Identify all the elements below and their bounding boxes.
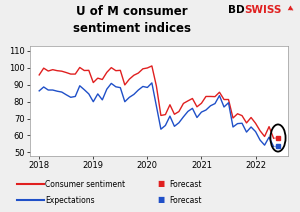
- Text: U of M consumer: U of M consumer: [76, 5, 188, 18]
- Text: ■: ■: [158, 179, 165, 188]
- Text: SWISS: SWISS: [244, 5, 282, 15]
- Text: Consumer sentiment: Consumer sentiment: [45, 180, 125, 189]
- Text: Forecast: Forecast: [169, 180, 202, 189]
- Text: ▶: ▶: [286, 5, 294, 13]
- Text: Forecast: Forecast: [169, 196, 202, 205]
- Text: BD: BD: [228, 5, 244, 15]
- Text: ■: ■: [158, 195, 165, 204]
- Text: sentiment indices: sentiment indices: [73, 22, 191, 35]
- Text: Expectations: Expectations: [45, 196, 94, 205]
